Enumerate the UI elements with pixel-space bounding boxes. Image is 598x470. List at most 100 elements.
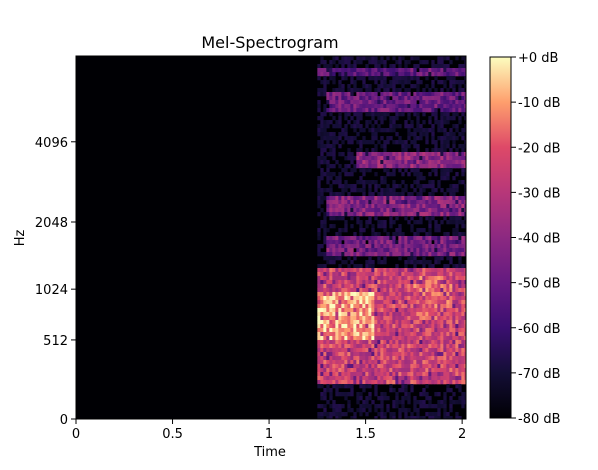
heatmap-cell	[428, 212, 432, 217]
heatmap-cell	[353, 324, 357, 329]
heatmap-cell	[416, 296, 420, 301]
heatmap-cell	[347, 240, 351, 245]
heatmap-cell	[320, 324, 324, 329]
heatmap-cell	[371, 72, 375, 77]
heatmap-cell	[368, 340, 372, 345]
heatmap-cell	[362, 268, 366, 273]
heatmap-cell	[413, 72, 417, 77]
heatmap-cell	[398, 92, 402, 97]
heatmap-cell	[341, 332, 345, 337]
heatmap-cell	[317, 320, 321, 325]
heatmap-cell	[461, 332, 465, 337]
heatmap-cell	[329, 212, 333, 217]
heatmap-cell	[317, 144, 321, 149]
heatmap-cell	[347, 84, 351, 89]
heatmap-cell	[383, 240, 387, 245]
heatmap-cell	[386, 236, 390, 241]
heatmap-cell	[392, 152, 396, 157]
heatmap-cell	[419, 192, 423, 197]
heatmap-cell	[413, 332, 417, 337]
heatmap-cell	[335, 364, 339, 369]
heatmap-cell	[395, 340, 399, 345]
heatmap-cell	[365, 308, 369, 313]
heatmap-cell	[416, 348, 420, 353]
heatmap-cell	[350, 156, 354, 161]
heatmap-cell	[320, 136, 324, 141]
heatmap-cell	[464, 144, 467, 149]
heatmap-cell	[440, 360, 444, 365]
heatmap-cell	[455, 208, 459, 213]
heatmap-cell	[392, 412, 396, 417]
heatmap-cell	[341, 64, 345, 69]
heatmap-cell	[395, 352, 399, 357]
heatmap-cell	[407, 92, 411, 97]
heatmap-cell	[377, 76, 381, 81]
heatmap-cell	[317, 344, 321, 349]
heatmap-cell	[332, 72, 336, 77]
heatmap-cell	[362, 300, 366, 305]
heatmap-cell	[410, 268, 414, 273]
heatmap-cell	[398, 408, 402, 413]
heatmap-cell	[389, 344, 393, 349]
heatmap-cell	[386, 104, 390, 109]
heatmap-cell	[347, 344, 351, 349]
heatmap-cell	[401, 312, 405, 317]
heatmap-cell	[422, 324, 426, 329]
heatmap-cell	[392, 188, 396, 193]
heatmap-cell	[368, 180, 372, 185]
heatmap-cell	[446, 176, 450, 181]
heatmap-cell	[428, 240, 432, 245]
heatmap-cell	[344, 312, 348, 317]
heatmap-cell	[368, 88, 372, 93]
heatmap-cell	[416, 200, 420, 205]
heatmap-cell	[413, 196, 417, 201]
heatmap-cell	[398, 96, 402, 101]
heatmap-cell	[347, 156, 351, 161]
heatmap-cell	[368, 216, 372, 221]
heatmap-cell	[329, 120, 333, 125]
heatmap-cell	[335, 372, 339, 377]
heatmap-cell	[371, 140, 375, 145]
heatmap-cell	[383, 140, 387, 145]
heatmap-cell	[362, 328, 366, 333]
heatmap-cell	[401, 76, 405, 81]
heatmap-cell	[413, 356, 417, 361]
heatmap-cell	[362, 56, 366, 61]
heatmap-cell	[464, 116, 467, 121]
heatmap-cell	[341, 212, 345, 217]
heatmap-cell	[380, 328, 384, 333]
heatmap-cell	[356, 288, 360, 293]
heatmap-cell	[401, 380, 405, 385]
heatmap-cell	[374, 196, 378, 201]
heatmap-cell	[416, 260, 420, 265]
heatmap-cell	[410, 352, 414, 357]
heatmap-cell	[389, 348, 393, 353]
heatmap-cell	[422, 372, 426, 377]
heatmap-cell	[347, 148, 351, 153]
heatmap-cell	[443, 84, 447, 89]
heatmap-cell	[383, 272, 387, 277]
heatmap-cell	[410, 272, 414, 277]
heatmap-cell	[338, 196, 342, 201]
heatmap-cell	[416, 292, 420, 297]
heatmap-cell	[353, 320, 357, 325]
heatmap-cell	[365, 292, 369, 297]
heatmap-cell	[338, 336, 342, 341]
heatmap-cell	[395, 300, 399, 305]
heatmap-cell	[461, 340, 465, 345]
heatmap-cell	[458, 400, 462, 405]
heatmap-cell	[380, 296, 384, 301]
heatmap-cell	[338, 340, 342, 345]
heatmap-cell	[428, 128, 432, 133]
heatmap-cell	[326, 120, 330, 125]
heatmap-cell	[386, 84, 390, 89]
heatmap-cell	[335, 336, 339, 341]
heatmap-cell	[353, 364, 357, 369]
heatmap-cell	[389, 240, 393, 245]
heatmap-cell	[428, 376, 432, 381]
heatmap-cell	[341, 260, 345, 265]
heatmap-cell	[416, 128, 420, 133]
heatmap-cell	[326, 356, 330, 361]
heatmap-cell	[413, 68, 417, 73]
heatmap-cell	[344, 248, 348, 253]
